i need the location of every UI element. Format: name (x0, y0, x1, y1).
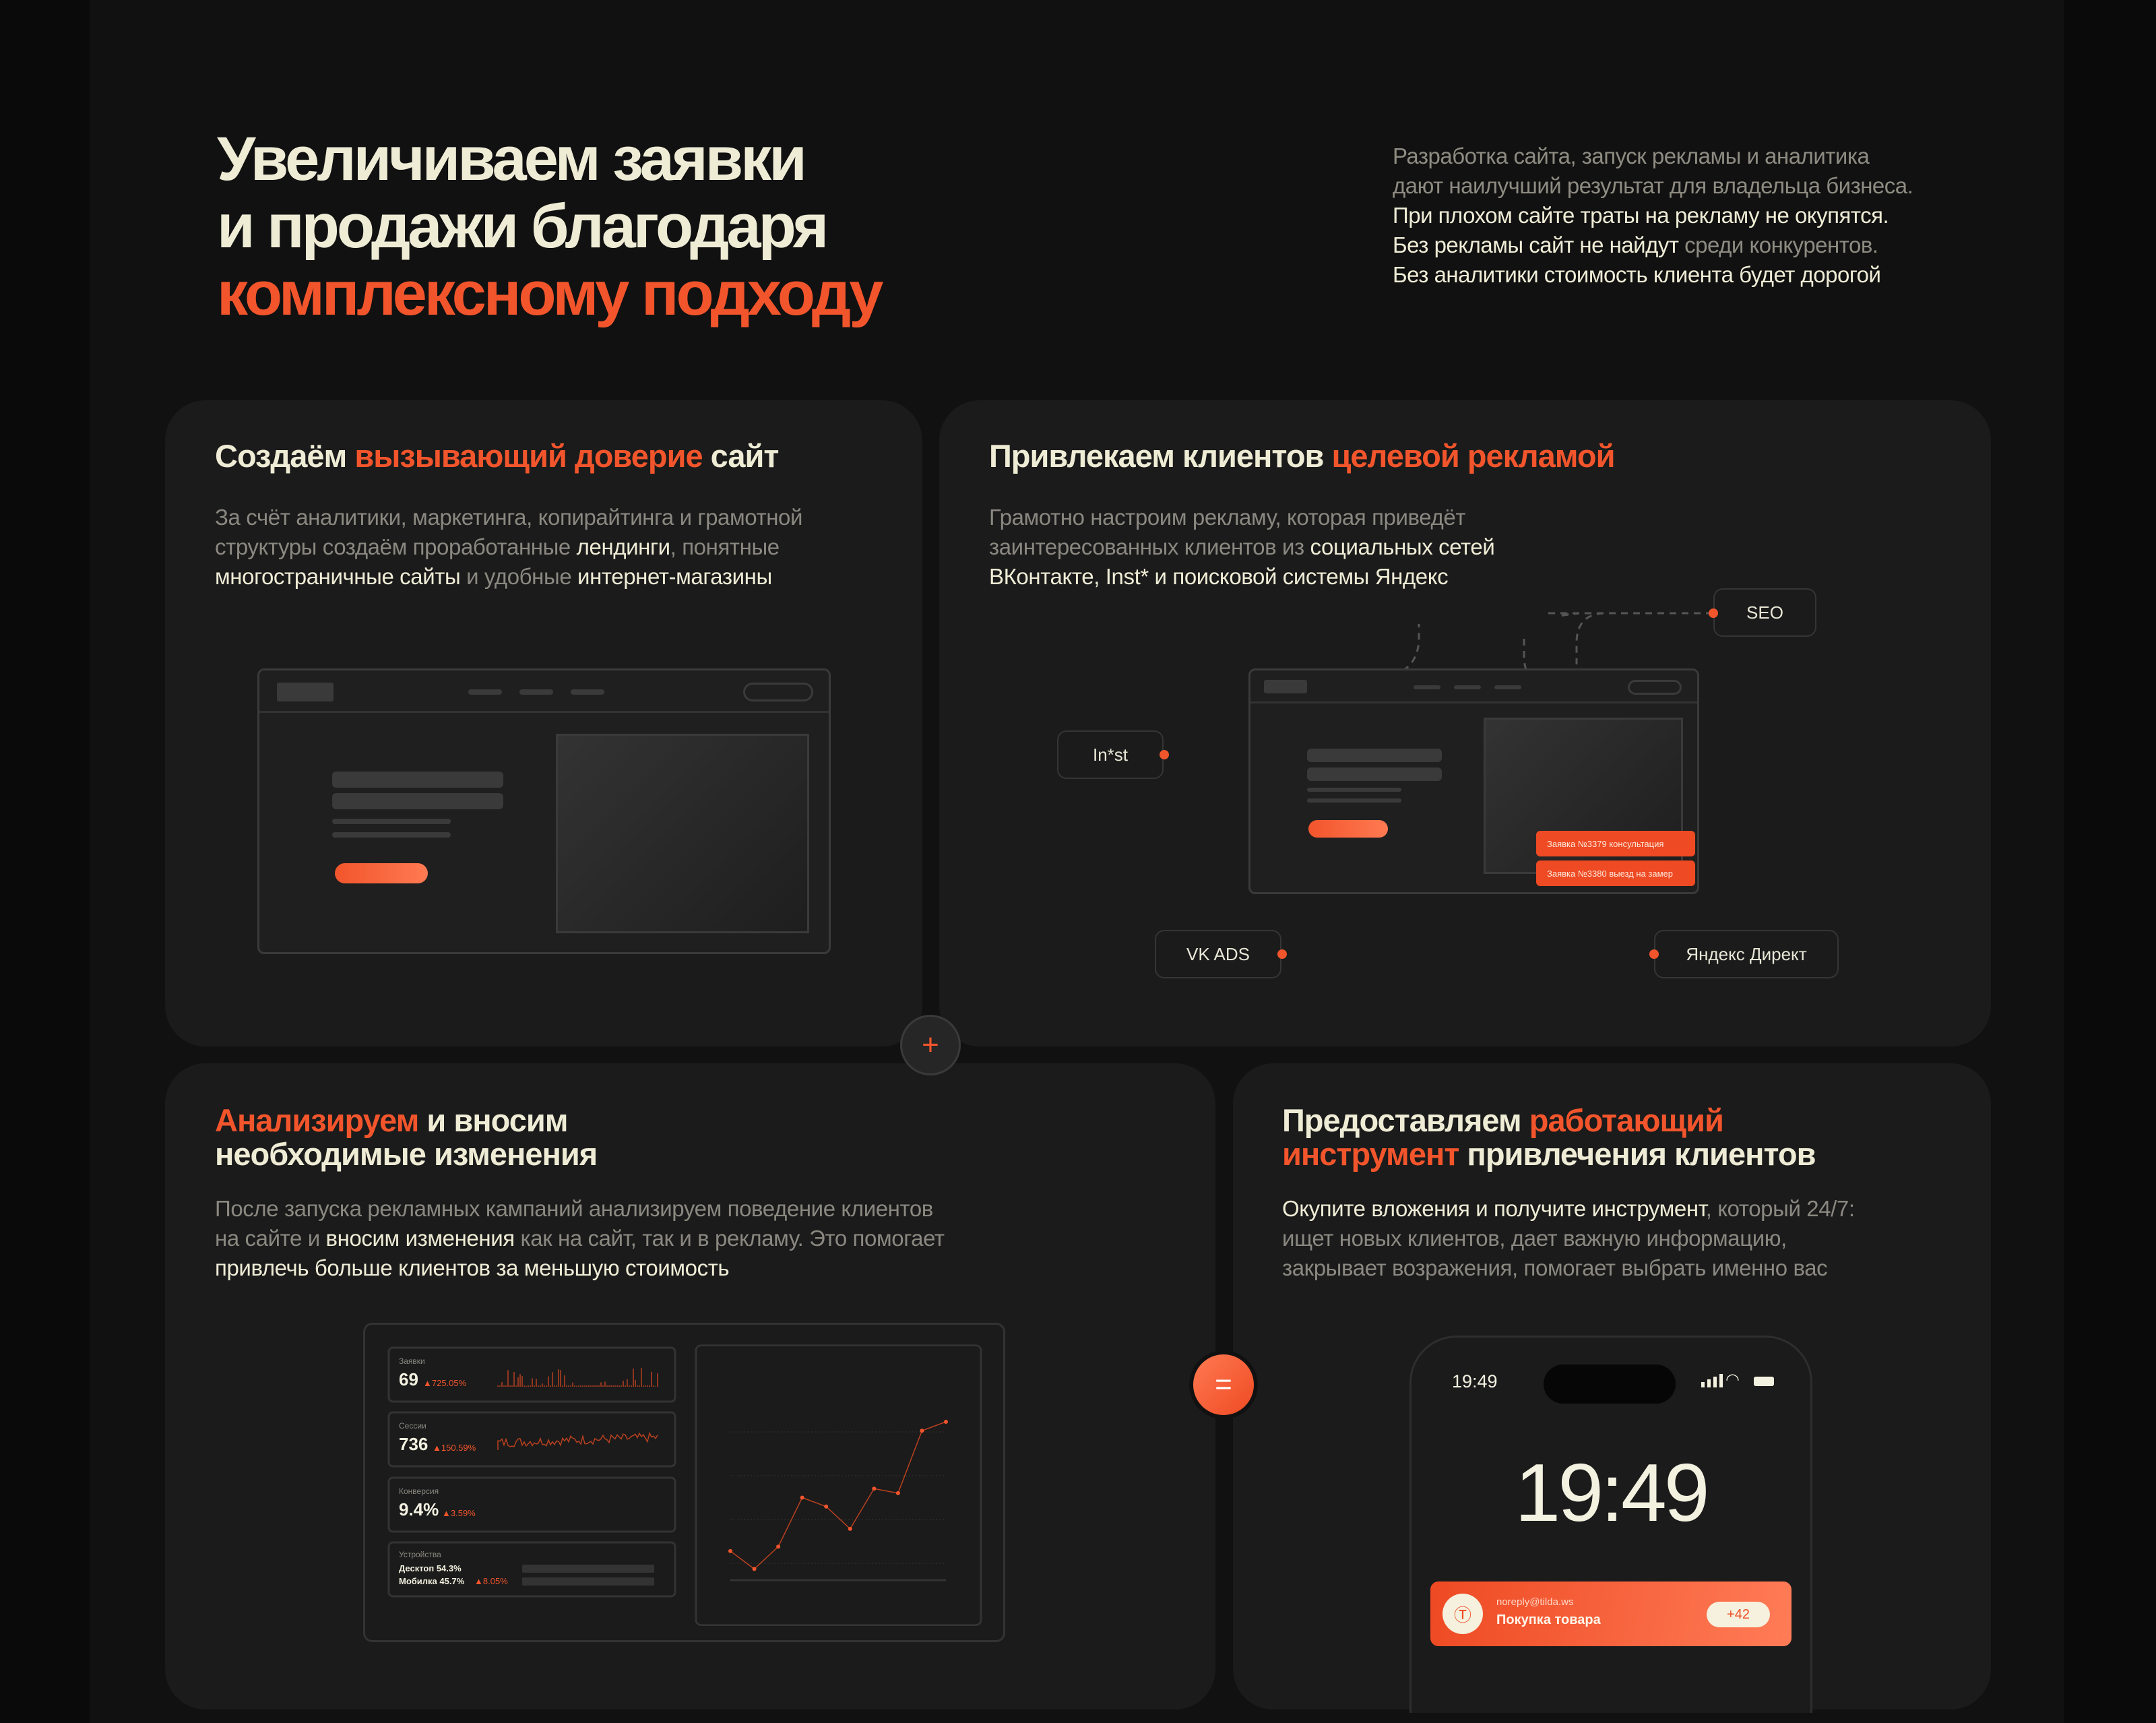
metric-value: 69 (399, 1369, 418, 1389)
line-point (944, 1420, 948, 1424)
analytics-dashboard: Заявки 69 ▲725.05% Сессии 736 ▲150.59% Конверс… (363, 1323, 1005, 1642)
device-bar (522, 1577, 654, 1586)
card-title: Создаём вызывающий доверие сайт (215, 438, 779, 474)
signal-icon (1701, 1374, 1723, 1387)
intro-line: Без аналитики стоимость клиента будет до… (1393, 262, 1881, 287)
metric-value: 9.4% (399, 1499, 439, 1520)
hero-line: Увеличиваем заявки (217, 125, 807, 193)
intro-line: При плохом сайте траты на рекламу не оку… (1393, 203, 1889, 228)
line-point (920, 1429, 924, 1433)
tag-seo: SEO (1713, 588, 1816, 637)
metric-card (387, 1411, 676, 1468)
metric-delta: ▲725.05% (423, 1378, 467, 1388)
hero-title: Увеличиваем заявки и продажи благодаря к… (217, 125, 883, 328)
dynamic-island (1544, 1365, 1676, 1404)
metric-label: Конверсия (399, 1486, 439, 1496)
line-point (824, 1504, 829, 1509)
tag-vk-ads: VK ADS (1155, 930, 1281, 978)
intro-line: Разработка сайта, запуск рекламы и анали… (1393, 144, 1870, 168)
card-body: Грамотно настроим рекламу, которая приве… (989, 505, 1495, 589)
website-mockup: Заявка №3379 консультация Заявка №3380 в… (1248, 668, 1699, 894)
intro-line: среди конкурентов. (1678, 232, 1878, 257)
line-point (872, 1486, 877, 1491)
device-desktop: Десктоп 54.3% (399, 1563, 462, 1573)
device-bar (522, 1565, 654, 1573)
line-point (752, 1567, 757, 1571)
card-tool: Предоставляем работающий инструмент прив… (1233, 1063, 1991, 1713)
status-time: 19:49 (1452, 1371, 1498, 1391)
phone-mockup: 19:49 ◠ 19:49 Ⓣ noreply@tilda.ws Покупка… (1409, 1336, 1812, 1713)
metric-label: Заявки (399, 1356, 425, 1366)
metric-label: Сессии (399, 1421, 426, 1431)
intro-text: Разработка сайта, запуск рекламы и анали… (1393, 142, 1913, 290)
metric-delta: ▲150.59% (433, 1443, 476, 1453)
cta-button-mock (335, 863, 428, 883)
metric-card (387, 1346, 676, 1403)
device-mobile: Мобилка 45.7% (399, 1576, 465, 1586)
line-point (895, 1491, 900, 1495)
metric-card (387, 1476, 676, 1533)
line-point (776, 1544, 781, 1549)
hero-line: и продажи благодаря (217, 192, 829, 261)
plus-button[interactable]: + (900, 1015, 961, 1075)
line-point (800, 1495, 804, 1500)
tag-yandex-direct: Яндекс Директ (1654, 930, 1839, 978)
website-mockup (257, 668, 831, 954)
metric-delta: ▲3.59% (442, 1508, 476, 1518)
card-body: Окупите вложения и получите инструмент, … (1282, 1196, 1855, 1280)
device-mobile-delta: ▲8.05% (474, 1576, 508, 1586)
wifi-icon: ◠ (1725, 1371, 1740, 1389)
hero-line-accent: комплексному подходу (217, 259, 883, 328)
notification-title: Покупка товара (1496, 1612, 1601, 1627)
devices-label: Устройства (399, 1550, 441, 1559)
notification-sender: noreply@tilda.ws (1496, 1596, 1574, 1608)
intro-line: дают наилучший результат для владельца б… (1393, 173, 1913, 198)
card-title: Предоставляем работающий инструмент прив… (1282, 1102, 1816, 1172)
notification[interactable]: Ⓣ noreply@tilda.ws Покупка товара +42 (1430, 1581, 1792, 1646)
line-point (848, 1526, 852, 1531)
equals-button[interactable]: = (1193, 1354, 1254, 1415)
card-title: Анализируем и вносим необходимые изменен… (215, 1102, 598, 1172)
battery-icon (1754, 1377, 1774, 1386)
card-website: Создаём вызывающий доверие сайт За счёт … (165, 400, 922, 1046)
tilda-logo-icon: Ⓣ (1442, 1594, 1483, 1634)
line-point (728, 1548, 732, 1553)
connector-dot (1649, 949, 1659, 959)
line-series (730, 1421, 947, 1570)
card-advertising: Привлекаем клиентов целевой рекламой Гра… (939, 400, 1991, 1046)
card-body: За счёт аналитики, маркетинга, копирайти… (215, 505, 803, 589)
request-notification: Заявка №3379 консультация (1536, 831, 1695, 856)
connector-dot (1709, 608, 1718, 618)
card-body: После запуска рекламных кампаний анализи… (215, 1196, 945, 1280)
notification-badge: +42 (1707, 1602, 1770, 1627)
sparkline (497, 1431, 658, 1450)
metric-value: 736 (399, 1434, 428, 1454)
intro-line: Без рекламы сайт не найдут (1393, 232, 1679, 257)
card-title: Привлекаем клиентов целевой рекламой (989, 438, 1616, 474)
connector-dot (1160, 750, 1169, 759)
request-notification: Заявка №3380 выезд на замер (1536, 860, 1695, 886)
connector-lines (1283, 612, 1713, 679)
tag-inst: In*st (1057, 730, 1164, 779)
card-analytics: Анализируем и вносим необходимые изменен… (165, 1063, 1215, 1710)
lockscreen-clock: 19:49 (1515, 1447, 1709, 1538)
connector-dot (1277, 949, 1287, 959)
devices-card (387, 1541, 676, 1598)
sparkline (497, 1368, 658, 1387)
